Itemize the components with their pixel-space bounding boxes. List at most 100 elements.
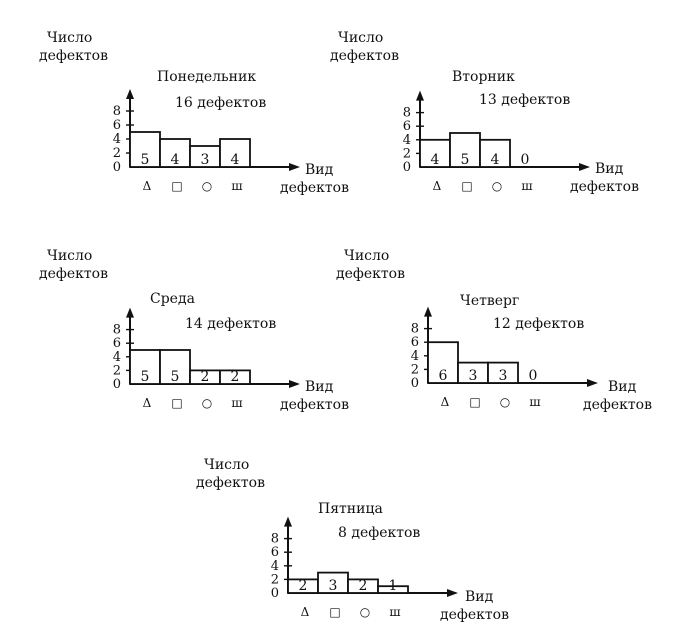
bar <box>129 349 161 385</box>
chart-subtitle: 12 дефектов <box>493 316 584 332</box>
bar-value-label: 3 <box>499 368 508 384</box>
chart-title: Понедельник <box>157 69 256 85</box>
bar <box>427 341 459 384</box>
bar-value-label: 6 <box>439 368 448 384</box>
y-axis-label: Число <box>338 30 383 46</box>
x-axis-label: Вид <box>305 379 334 395</box>
y-tick-label: 6 <box>271 545 279 560</box>
bar-value-label: 5 <box>141 152 150 168</box>
bar-value-label: 2 <box>299 578 308 594</box>
x-axis-label: Вид <box>608 379 637 395</box>
y-tick-label: 4 <box>271 559 279 574</box>
bar-value-label: 3 <box>469 368 478 384</box>
category-label: □ <box>329 605 340 619</box>
bar <box>479 138 511 168</box>
bar-value-label: 3 <box>329 578 338 594</box>
y-tick-label: 2 <box>411 362 419 377</box>
x-axis-label: дефектов <box>570 179 639 195</box>
y-tick-label: 4 <box>403 133 411 148</box>
y-tick-label: 0 <box>113 160 121 175</box>
bar <box>219 369 251 385</box>
category-label: □ <box>171 396 182 410</box>
category-label: ш <box>521 179 532 193</box>
category-label: ш <box>231 179 242 193</box>
x-axis-label: дефектов <box>583 397 652 413</box>
y-axis-label: Число <box>204 457 249 473</box>
y-tick-label: 8 <box>113 323 121 338</box>
y-tick-label: 2 <box>113 146 121 161</box>
chart-subtitle: 13 дефектов <box>479 92 570 108</box>
x-axis-label: дефектов <box>280 397 349 413</box>
x-axis-label: Вид <box>595 161 624 177</box>
bar-value-label: 4 <box>431 152 440 168</box>
y-axis-label: Число <box>344 248 389 264</box>
bar-value-label: 5 <box>461 152 470 168</box>
category-label: ○ <box>202 179 212 193</box>
bar <box>419 138 451 168</box>
y-tick-label: 4 <box>113 350 121 365</box>
y-axis-label: дефектов <box>39 266 108 282</box>
category-label: □ <box>171 179 182 193</box>
category-label: ○ <box>492 179 502 193</box>
y-tick-label: 2 <box>271 572 279 587</box>
y-tick-label: 6 <box>113 118 121 133</box>
x-axis-label: дефектов <box>440 607 509 623</box>
y-tick-label: 6 <box>113 336 121 351</box>
y-tick-label: 6 <box>411 335 419 350</box>
chart-subtitle: 14 дефектов <box>185 316 276 332</box>
y-axis-label: дефектов <box>196 475 265 491</box>
bar-value-label: 2 <box>201 369 210 385</box>
category-label: □ <box>469 395 480 409</box>
bar-value-label: 4 <box>171 152 180 168</box>
bar <box>129 131 161 168</box>
y-axis-label: дефектов <box>336 266 405 282</box>
category-label: ш <box>529 395 540 409</box>
bar <box>377 585 409 594</box>
bar-value-label: 5 <box>141 369 150 385</box>
y-tick-label: 2 <box>403 146 411 161</box>
category-label: ○ <box>360 605 370 619</box>
y-axis-label: Число <box>47 30 92 46</box>
x-axis-arrow <box>447 589 458 597</box>
bar <box>219 138 251 168</box>
bar-value-label: 0 <box>529 368 538 384</box>
y-tick-label: 2 <box>113 363 121 378</box>
category-label: ш <box>231 396 242 410</box>
category-label: □ <box>461 179 472 193</box>
x-axis-arrow <box>289 380 300 388</box>
y-axis-label: Число <box>47 248 92 264</box>
bar-value-label: 2 <box>231 369 240 385</box>
category-label: Δ <box>441 395 450 409</box>
category-label: Δ <box>143 396 152 410</box>
y-axis-arrow <box>416 90 424 101</box>
category-label: ш <box>389 605 400 619</box>
y-tick-label: 0 <box>113 377 121 392</box>
y-axis-label: дефектов <box>330 48 399 64</box>
y-tick-label: 0 <box>411 376 419 391</box>
x-axis-label: Вид <box>305 162 334 178</box>
y-tick-label: 4 <box>113 132 121 147</box>
y-axis-arrow <box>126 89 134 99</box>
chart-title: Пятница <box>318 501 383 517</box>
category-label: ○ <box>500 395 510 409</box>
bar-value-label: 3 <box>201 152 210 168</box>
y-tick-label: 4 <box>411 349 419 364</box>
y-axis-label: дефектов <box>39 48 108 64</box>
x-axis-arrow <box>579 163 590 171</box>
chart-subtitle: 16 дефектов <box>175 95 266 111</box>
bar-value-label: 4 <box>491 152 500 168</box>
bar-value-label: 5 <box>171 369 180 385</box>
chart-title: Среда <box>150 291 195 307</box>
chart-title: Вторник <box>452 69 515 85</box>
y-tick-label: 6 <box>403 119 411 134</box>
bar <box>159 349 191 385</box>
bar-value-label: 2 <box>359 578 368 594</box>
y-tick-label: 8 <box>403 106 411 121</box>
chart-title: Четверг <box>460 293 519 309</box>
y-tick-label: 0 <box>403 160 411 175</box>
